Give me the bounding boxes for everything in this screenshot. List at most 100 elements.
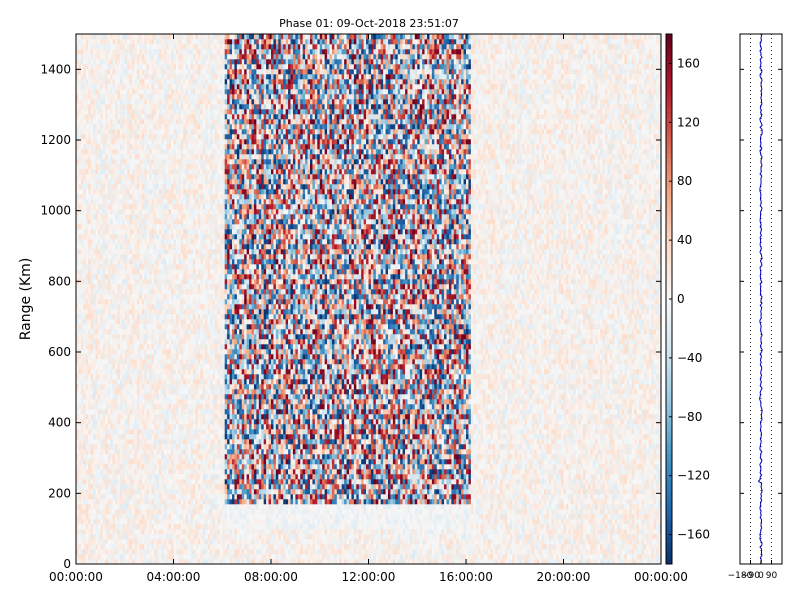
heatmap-cell bbox=[93, 319, 96, 325]
heatmap-cell bbox=[115, 59, 118, 65]
heatmap-cell bbox=[151, 464, 155, 470]
heatmap-cell bbox=[154, 59, 157, 65]
heatmap-cell bbox=[178, 519, 182, 525]
heatmap-cell bbox=[115, 519, 118, 525]
heatmap-cell bbox=[180, 549, 184, 555]
heatmap-cell bbox=[141, 254, 145, 260]
heatmap-cell bbox=[156, 399, 160, 405]
heatmap-cell bbox=[127, 554, 130, 560]
heatmap-cell bbox=[83, 474, 87, 480]
heatmap-cell bbox=[156, 349, 160, 355]
heatmap-cell bbox=[183, 264, 186, 270]
heatmap-cell bbox=[119, 174, 123, 180]
heatmap-cell bbox=[151, 499, 155, 505]
heatmap-cell bbox=[188, 204, 191, 210]
heatmap-cell bbox=[168, 134, 172, 140]
heatmap-cell bbox=[76, 539, 79, 545]
heatmap-cell bbox=[93, 104, 96, 110]
heatmap-cell bbox=[127, 94, 130, 100]
heatmap-cell bbox=[173, 349, 177, 355]
heatmap-cell bbox=[90, 259, 94, 265]
heatmap-cell bbox=[149, 419, 152, 425]
heatmap-cell bbox=[78, 364, 82, 370]
heatmap-cell bbox=[156, 539, 160, 545]
heatmap-cell bbox=[127, 74, 130, 80]
heatmap-cell bbox=[188, 284, 191, 290]
heatmap-cell bbox=[149, 549, 152, 555]
heatmap-cell bbox=[95, 534, 99, 540]
heatmap-cell bbox=[122, 354, 126, 360]
heatmap-cell bbox=[139, 559, 143, 565]
heatmap-cell bbox=[134, 209, 138, 215]
heatmap-cell bbox=[93, 64, 96, 70]
heatmap-cell bbox=[124, 469, 128, 475]
heatmap-cell bbox=[151, 249, 155, 255]
heatmap-cell bbox=[102, 84, 106, 90]
heatmap-cell bbox=[185, 149, 189, 155]
heatmap-cell bbox=[185, 274, 189, 280]
heatmap-cell bbox=[171, 69, 174, 75]
heatmap-cell bbox=[141, 164, 145, 170]
heatmap-cell bbox=[161, 74, 165, 80]
heatmap-cell bbox=[97, 459, 101, 465]
heatmap-cell bbox=[78, 314, 82, 320]
heatmap-cell bbox=[83, 499, 87, 505]
heatmap-cell bbox=[95, 169, 99, 175]
heatmap-cell bbox=[76, 254, 79, 260]
heatmap-cell bbox=[88, 289, 91, 295]
heatmap-cell bbox=[158, 284, 162, 290]
heatmap-cell bbox=[134, 184, 138, 190]
heatmap-cell bbox=[119, 94, 123, 100]
heatmap-cell bbox=[158, 149, 162, 155]
heatmap-cell bbox=[178, 559, 182, 565]
heatmap-cell bbox=[97, 274, 101, 280]
heatmap-cell bbox=[134, 169, 138, 175]
heatmap-cell bbox=[102, 114, 106, 120]
heatmap-cell bbox=[180, 509, 184, 515]
heatmap-cell bbox=[158, 384, 162, 390]
heatmap-cell bbox=[78, 39, 82, 45]
heatmap-cell bbox=[127, 124, 130, 130]
heatmap-cell bbox=[141, 49, 145, 55]
heatmap-cell bbox=[102, 269, 106, 275]
heatmap-cell bbox=[107, 549, 111, 555]
heatmap-cell bbox=[100, 219, 104, 225]
heatmap-cell bbox=[110, 304, 113, 310]
heatmap-cell bbox=[173, 74, 177, 80]
heatmap-cell bbox=[151, 479, 155, 485]
heatmap-cell bbox=[88, 279, 91, 285]
heatmap-cell bbox=[168, 369, 172, 375]
heatmap-cell bbox=[188, 529, 191, 535]
heatmap-cell bbox=[178, 99, 182, 105]
heatmap-cell bbox=[178, 259, 182, 265]
heatmap-cell bbox=[139, 89, 143, 95]
heatmap-cell bbox=[76, 464, 79, 470]
heatmap-cell bbox=[154, 79, 157, 85]
heatmap-cell bbox=[134, 489, 138, 495]
heatmap-cell bbox=[144, 504, 147, 510]
heatmap-cell bbox=[134, 484, 138, 490]
heatmap-cell bbox=[168, 354, 172, 360]
heatmap-cell bbox=[183, 399, 186, 405]
heatmap-cell bbox=[149, 409, 152, 415]
heatmap-cell bbox=[90, 309, 94, 315]
heatmap-cell bbox=[178, 264, 182, 270]
heatmap-cell bbox=[185, 434, 189, 440]
heatmap-cell bbox=[129, 294, 133, 300]
heatmap-cell bbox=[158, 219, 162, 225]
heatmap-cell bbox=[141, 269, 145, 275]
heatmap-cell bbox=[183, 524, 186, 530]
heatmap-cell bbox=[144, 539, 147, 545]
heatmap-cell bbox=[107, 219, 111, 225]
heatmap-cell bbox=[183, 414, 186, 420]
heatmap-cell bbox=[144, 509, 147, 515]
heatmap-cell bbox=[93, 279, 96, 285]
heatmap-cell bbox=[93, 364, 96, 370]
heatmap-cell bbox=[105, 379, 108, 385]
heatmap-cell bbox=[105, 44, 108, 50]
heatmap-cell bbox=[156, 299, 160, 305]
heatmap-cell bbox=[141, 94, 145, 100]
heatmap-cell bbox=[175, 94, 179, 100]
heatmap-cell bbox=[102, 459, 106, 465]
heatmap-cell bbox=[151, 194, 155, 200]
